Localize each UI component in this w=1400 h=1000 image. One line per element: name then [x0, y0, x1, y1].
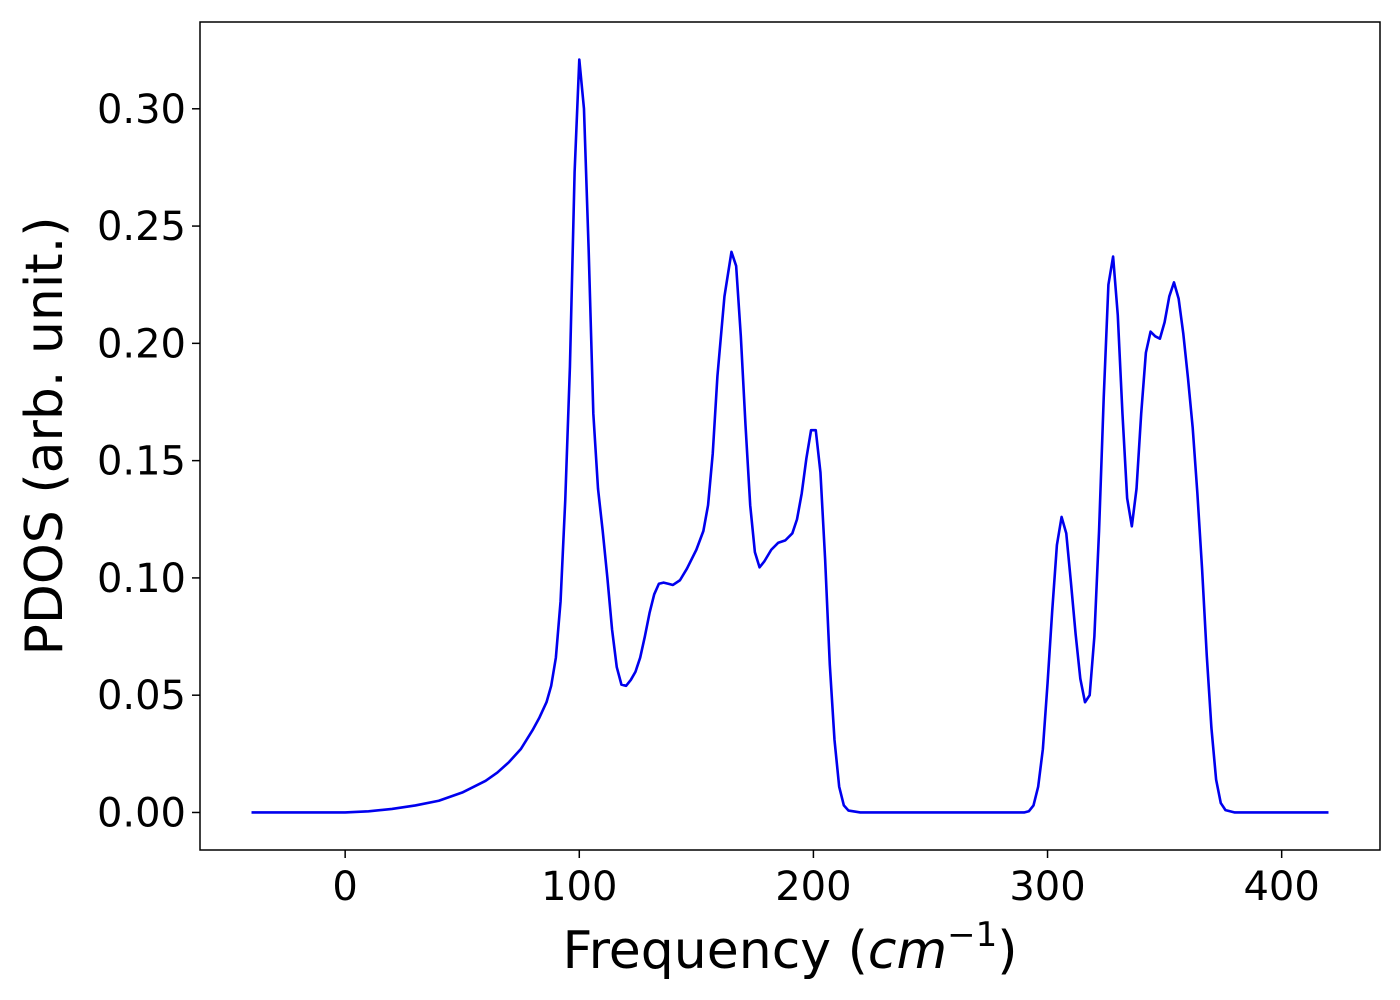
y-tick-label: 0.20	[97, 321, 186, 367]
y-tick-label: 0.25	[97, 204, 186, 250]
plot-frame	[199, 21, 1381, 851]
y-axis-label: PDOS (arb. unit.)	[15, 216, 75, 655]
y-axis: 0.00 0.05 0.10 0.15 0.20 0.25 0.30	[97, 87, 200, 836]
x-axis-label-exponent: −1	[947, 915, 997, 955]
x-tick-label: 400	[1243, 864, 1319, 910]
y-tick-label: 0.15	[97, 439, 186, 485]
x-axis-label-close: )	[997, 921, 1017, 981]
x-tick-label: 200	[775, 864, 851, 910]
y-tick-label: 0.00	[97, 790, 186, 836]
plot-area	[251, 58, 1329, 814]
x-tick-label: 0	[332, 864, 357, 910]
y-tick-label: 0.30	[97, 87, 186, 133]
pdos-series-line	[251, 58, 1329, 814]
x-axis-label: Frequency (cm−1)	[562, 915, 1017, 981]
y-tick-label: 0.10	[97, 556, 186, 602]
x-axis-label-unit: cm	[868, 921, 947, 981]
x-axis-label-text: Frequency (	[562, 921, 867, 981]
y-tick-label: 0.05	[97, 673, 186, 719]
x-tick-label: 100	[541, 864, 617, 910]
x-axis: 0 100 200 300 400	[332, 850, 1320, 910]
x-tick-label: 300	[1009, 864, 1085, 910]
